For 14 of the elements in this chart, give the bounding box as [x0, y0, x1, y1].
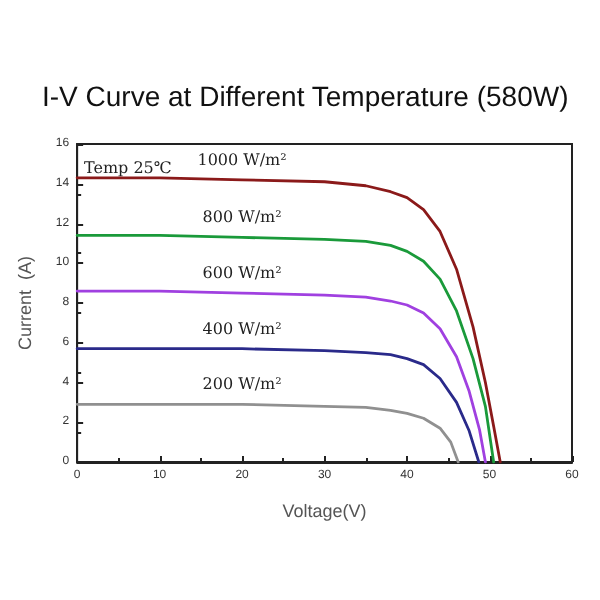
series-label: 600 W/m²: [202, 264, 282, 283]
line-series: [75, 289, 487, 464]
line-series: [75, 176, 502, 464]
series-label: 800 W/m²: [202, 208, 282, 227]
line-series: [75, 234, 496, 464]
line-series: [75, 347, 481, 464]
annotation: Temp 25℃: [84, 159, 172, 177]
series-label: 200 W/m²: [202, 375, 282, 394]
y-axis-title: Current (A): [15, 255, 35, 351]
line-series: [75, 402, 460, 464]
chart-title: I-V Curve at Different Temperature (580W): [42, 80, 569, 112]
series-label: 1000 W/m²: [197, 150, 287, 169]
series-label: 400 W/m²: [202, 319, 282, 338]
x-axis-title: Voltage(V): [282, 501, 367, 521]
